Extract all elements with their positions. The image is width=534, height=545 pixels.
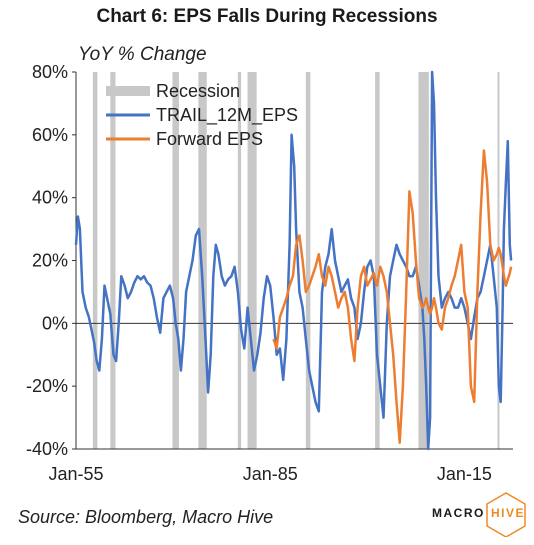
recession-band-5 xyxy=(247,72,257,449)
legend: Recession TRAIL_12M_EPS Forward EPS xyxy=(106,81,298,149)
series-line-0 xyxy=(74,70,513,451)
recession-band-4 xyxy=(237,72,242,449)
recession-band-3 xyxy=(198,72,207,449)
y-axis-label: YoY % Change xyxy=(78,44,207,65)
recession-band-9 xyxy=(497,72,500,449)
x-tick-label: Jan-85 xyxy=(243,464,298,480)
legend-label-2: Forward EPS xyxy=(156,129,263,149)
legend-label-1: TRAIL_12M_EPS xyxy=(156,105,298,126)
legend-label-0: Recession xyxy=(156,81,240,101)
y-tick-label: 40% xyxy=(32,188,68,208)
x-tick-label: Jan-55 xyxy=(48,464,103,480)
y-tick-label: -20% xyxy=(26,376,68,396)
series-line-1 xyxy=(272,149,513,444)
recession-band-7 xyxy=(375,72,380,449)
logo-text-right: HIVE xyxy=(491,506,525,520)
y-tick-label: 80% xyxy=(32,62,68,82)
y-tick-label: 0% xyxy=(42,313,68,333)
tick-labels: 80% 60% 40% 20% 0% -20% -40% Jan-55 Jan-85 Jan-15 xyxy=(26,62,492,480)
x-tick-label: Jan-15 xyxy=(437,464,492,480)
recession-bands xyxy=(92,72,500,449)
recession-band-1 xyxy=(110,72,116,449)
recession-band-6 xyxy=(305,72,311,449)
chart-title: Chart 6: EPS Falls During Recessions xyxy=(96,6,438,27)
source-note: Source: Bloomberg, Macro Hive xyxy=(18,507,274,527)
logo-text-left: MACRO xyxy=(432,506,485,520)
y-tick-label: 60% xyxy=(32,125,68,145)
recession-band-8 xyxy=(418,72,429,449)
series-lines xyxy=(74,70,513,451)
y-tick-label: -40% xyxy=(26,439,68,459)
hexagon-icon xyxy=(486,492,526,537)
recession-band-2 xyxy=(172,72,179,449)
recession-band-0 xyxy=(92,72,98,449)
chart-plot: 80% 60% 40% 20% 0% -20% -40% Jan-55 Jan-85 Jan-15… xyxy=(26,62,513,480)
macro-hive-logo: MACRO HIVE xyxy=(432,492,526,537)
y-tick-label: 20% xyxy=(32,251,68,271)
